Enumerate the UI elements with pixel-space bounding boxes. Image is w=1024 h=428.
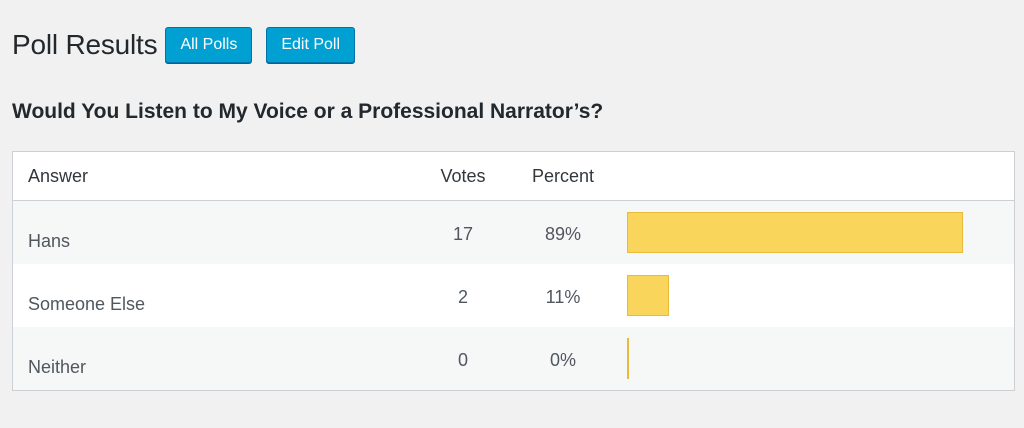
result-bar: [627, 212, 963, 253]
table-row: Neither 0 0%: [13, 327, 1014, 390]
result-bar-track: [627, 212, 963, 253]
table-header: Answer Votes Percent: [13, 152, 1014, 201]
answer-label: Neither: [28, 357, 87, 377]
vote-count: 17: [452, 224, 474, 244]
result-bar-track: [627, 275, 963, 316]
vote-percent: 89%: [544, 224, 582, 244]
table-row: Someone Else 2 11%: [13, 264, 1014, 327]
result-bar: [627, 275, 669, 316]
column-header-answer: Answer: [28, 166, 89, 186]
result-bar: [627, 338, 629, 379]
column-header-percent: Percent: [531, 166, 595, 186]
vote-percent: 0%: [549, 350, 576, 370]
vote-percent: 11%: [545, 287, 581, 307]
answer-label: Hans: [28, 231, 71, 251]
vote-count: 0: [457, 350, 468, 370]
vote-count: 2: [457, 287, 468, 307]
all-polls-button[interactable]: All Polls: [165, 27, 253, 63]
page-title: Poll Results: [12, 29, 158, 60]
page-header: Poll Results All Polls Edit Poll: [12, 24, 356, 66]
edit-poll-button[interactable]: Edit Poll: [266, 27, 356, 63]
poll-question: Would You Listen to My Voice or a Profes…: [12, 100, 604, 123]
result-bar-track: [627, 338, 963, 379]
column-header-votes: Votes: [440, 166, 486, 186]
table-row: Hans 17 89%: [13, 201, 1014, 264]
answer-label: Someone Else: [28, 294, 146, 314]
results-table: Answer Votes Percent Hans 17 89% Someone…: [12, 151, 1015, 391]
